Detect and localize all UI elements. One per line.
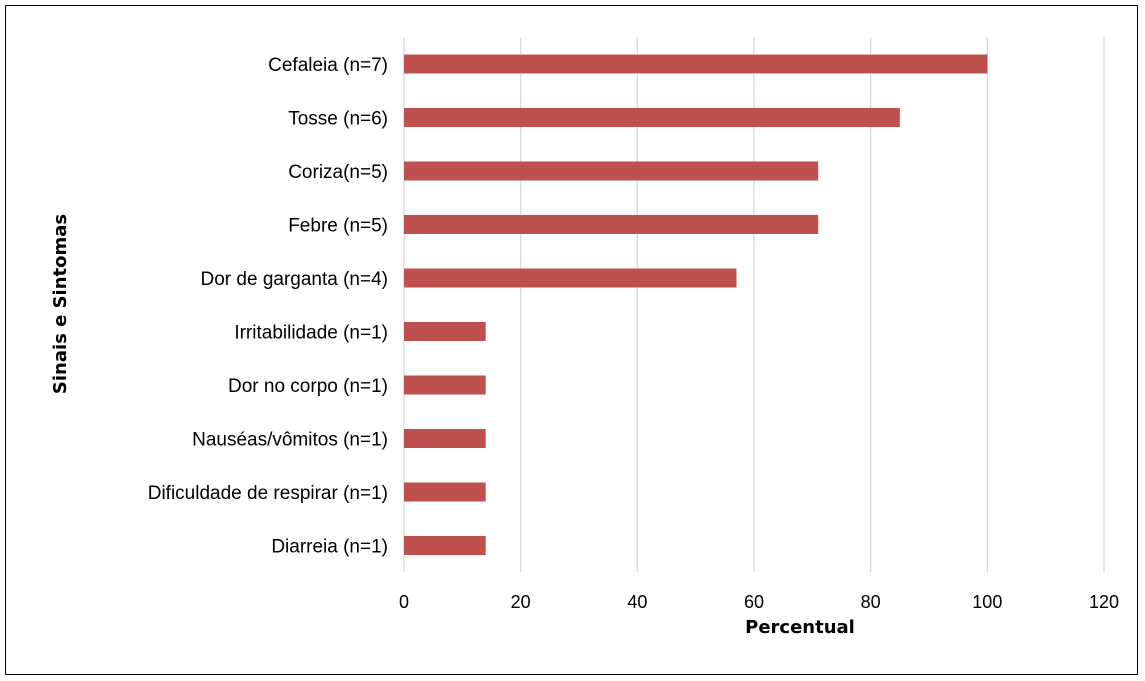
category-label: Dor no corpo (n=1) (228, 376, 388, 397)
bar (404, 536, 486, 555)
bar (404, 268, 737, 288)
bar (404, 322, 486, 341)
category-label: Coriza(n=5) (288, 162, 388, 183)
bar (404, 482, 486, 502)
x-tick-label: 80 (861, 592, 881, 612)
category-label: Irritabilidade (n=1) (234, 323, 388, 344)
bar (404, 375, 486, 395)
y-axis-title: Sinais e Sintomas (50, 214, 71, 394)
category-label: Cefaleia (n=7) (268, 55, 388, 76)
x-axis-title: Percentual (745, 617, 855, 638)
category-label: Febre (n=5) (288, 216, 388, 237)
x-tick-label: 40 (627, 592, 647, 612)
category-label: Nauséas/vômitos (n=1) (192, 430, 388, 451)
category-label: Dificuldade de respirar (n=1) (148, 483, 388, 504)
x-tick-label: 60 (744, 592, 764, 612)
x-tick-label: 100 (972, 592, 1002, 612)
category-labels: Cefaleia (n=7) Tosse (n=6) Coriza(n=5) Febr… (148, 55, 388, 558)
bar (404, 429, 486, 448)
bar (404, 215, 819, 234)
x-tick-label: 20 (511, 592, 531, 612)
bar (404, 54, 988, 74)
x-tick-labels: 0 20 40 60 80 100 120 (399, 592, 1119, 612)
category-label: Dor de garganta (n=4) (201, 269, 388, 290)
bar (404, 161, 819, 181)
bar (404, 108, 900, 127)
bars (404, 54, 988, 555)
category-label: Diarreia (n=1) (271, 537, 388, 558)
category-label: Tosse (n=6) (288, 109, 388, 130)
x-tick-label: 120 (1089, 592, 1119, 612)
x-tick-label: 0 (399, 592, 409, 612)
